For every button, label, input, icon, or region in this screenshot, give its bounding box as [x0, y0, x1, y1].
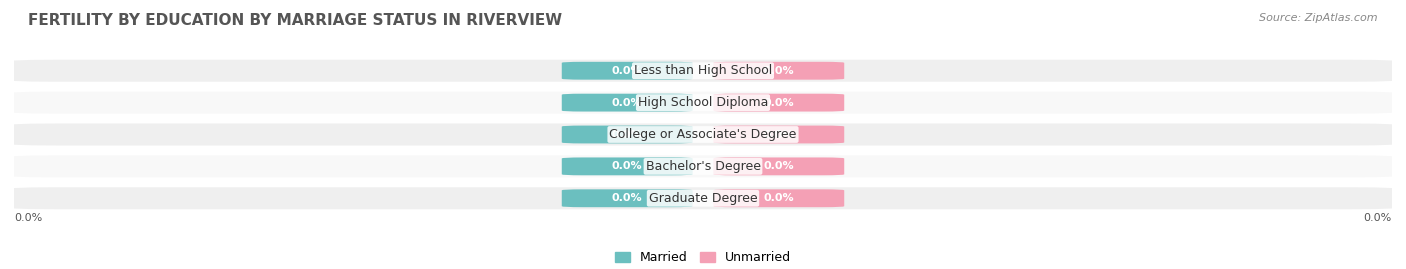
- FancyBboxPatch shape: [713, 94, 844, 112]
- Text: Less than High School: Less than High School: [634, 64, 772, 77]
- Text: Bachelor's Degree: Bachelor's Degree: [645, 160, 761, 173]
- Text: 0.0%: 0.0%: [612, 161, 643, 171]
- FancyBboxPatch shape: [713, 189, 844, 207]
- FancyBboxPatch shape: [0, 92, 1406, 114]
- FancyBboxPatch shape: [0, 187, 1406, 209]
- Text: 0.0%: 0.0%: [763, 129, 794, 140]
- Text: College or Associate's Degree: College or Associate's Degree: [609, 128, 797, 141]
- Text: 0.0%: 0.0%: [763, 98, 794, 108]
- FancyBboxPatch shape: [562, 157, 693, 175]
- FancyBboxPatch shape: [713, 62, 844, 80]
- Text: High School Diploma: High School Diploma: [638, 96, 768, 109]
- Text: 0.0%: 0.0%: [763, 161, 794, 171]
- FancyBboxPatch shape: [562, 189, 693, 207]
- FancyBboxPatch shape: [0, 155, 1406, 177]
- FancyBboxPatch shape: [0, 123, 1406, 146]
- FancyBboxPatch shape: [713, 126, 844, 143]
- Text: 0.0%: 0.0%: [763, 66, 794, 76]
- Text: 0.0%: 0.0%: [14, 213, 42, 223]
- FancyBboxPatch shape: [0, 60, 1406, 82]
- Text: 0.0%: 0.0%: [612, 193, 643, 203]
- Text: 0.0%: 0.0%: [612, 66, 643, 76]
- Text: 0.0%: 0.0%: [612, 98, 643, 108]
- FancyBboxPatch shape: [562, 62, 693, 80]
- FancyBboxPatch shape: [713, 157, 844, 175]
- FancyBboxPatch shape: [562, 94, 693, 112]
- Text: 0.0%: 0.0%: [612, 129, 643, 140]
- Legend: Married, Unmarried: Married, Unmarried: [610, 246, 796, 269]
- Text: Source: ZipAtlas.com: Source: ZipAtlas.com: [1260, 13, 1378, 23]
- Text: Graduate Degree: Graduate Degree: [648, 192, 758, 205]
- Text: 0.0%: 0.0%: [1364, 213, 1392, 223]
- FancyBboxPatch shape: [562, 126, 693, 143]
- Text: FERTILITY BY EDUCATION BY MARRIAGE STATUS IN RIVERVIEW: FERTILITY BY EDUCATION BY MARRIAGE STATU…: [28, 13, 562, 29]
- Text: 0.0%: 0.0%: [763, 193, 794, 203]
